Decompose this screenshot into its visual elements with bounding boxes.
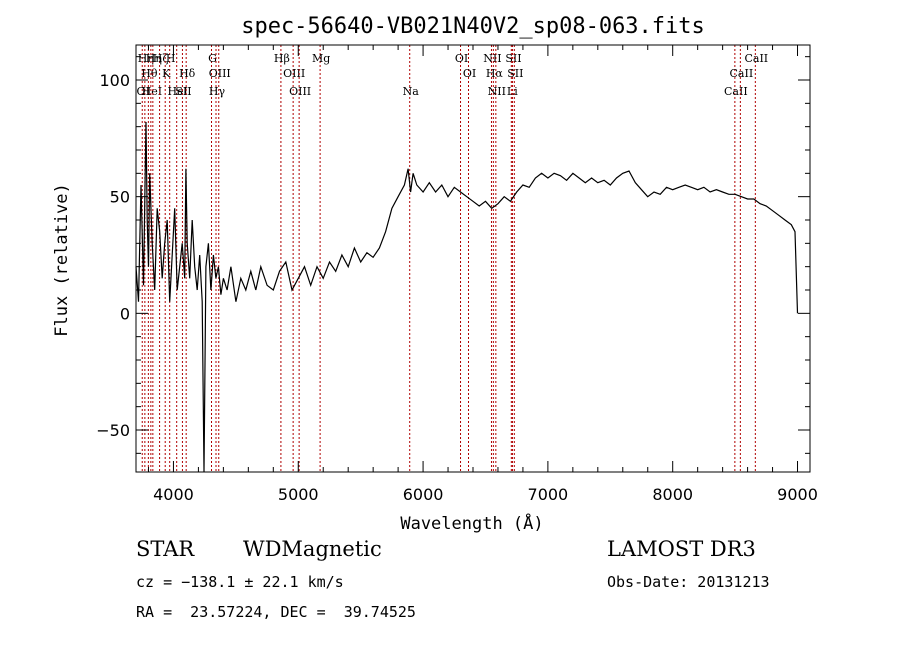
x-tick-label: 9000 [777,485,818,504]
marker-label: CaII [730,67,754,80]
y-tick-label: 100 [99,71,130,90]
marker-label: OI [463,67,476,80]
line-markers: OIHηHθHeIHηHζKHHeISIIHδGHγOIIIHβOIIIOIII… [137,45,768,472]
marker-label: OI [137,85,150,98]
marker-label: OIII [209,67,231,80]
marker-label: Mg [312,52,330,65]
redshift-text: cz = −138.1 ± 22.1 km/s [136,573,344,591]
y-axis-label: Flux (relative) [52,183,72,337]
chart-title: spec-56640-VB021N40V2_sp08-063.fits [241,14,705,39]
x-tick-label: 7000 [528,485,569,504]
y-tick-label: 50 [110,188,130,207]
marker-label: Na [403,85,420,98]
obs-date-text: Obs-Date: 20131213 [607,573,770,591]
marker-label: OIII [289,85,311,98]
marker-label: Li [507,85,518,98]
marker-label: Hβ [274,52,290,65]
marker-label: NII [483,52,501,65]
marker-label: Hη [138,52,154,65]
x-axis-label: Wavelength (Å) [400,512,543,534]
x-tick-label: 6000 [403,485,444,504]
marker-label: SII [505,52,521,65]
marker-label: K [162,67,171,80]
x-tick-label: 4000 [153,485,194,504]
y-tick-label: 0 [120,304,130,323]
marker-label: SII [175,85,191,98]
marker-label: Hδ [179,67,196,80]
survey-name: LAMOST DR3 [607,537,756,561]
marker-label: Hζ [153,52,169,65]
spectrum-line [135,121,799,473]
y-tick-label: −50 [96,421,130,440]
plot-axes: 4000 5000 6000 7000 8000 9000 −50 0 50 100 [96,44,818,504]
marker-label: Hθ [141,67,158,80]
coordinates-text: RA = 23.57224, DEC = 39.74525 [136,603,416,621]
marker-label: G [208,52,217,65]
object-class: STAR [136,537,195,561]
marker-label: CaII [744,52,768,65]
marker-label: Hγ [209,85,226,98]
marker-label: NII [488,85,506,98]
marker-label: CaII [724,85,748,98]
x-tick-label: 8000 [652,485,693,504]
x-tick-label: 5000 [278,485,319,504]
plot-frame [135,44,811,473]
marker-label: OIII [283,67,305,80]
marker-label: OI [455,52,468,65]
marker-label: H [166,52,176,65]
object-subclass: WDMagnetic [243,537,382,561]
marker-label: Hα [486,67,504,80]
marker-label: SII [507,67,523,80]
marker-label: Hη [146,52,162,65]
marker-label: HeI [142,85,162,98]
